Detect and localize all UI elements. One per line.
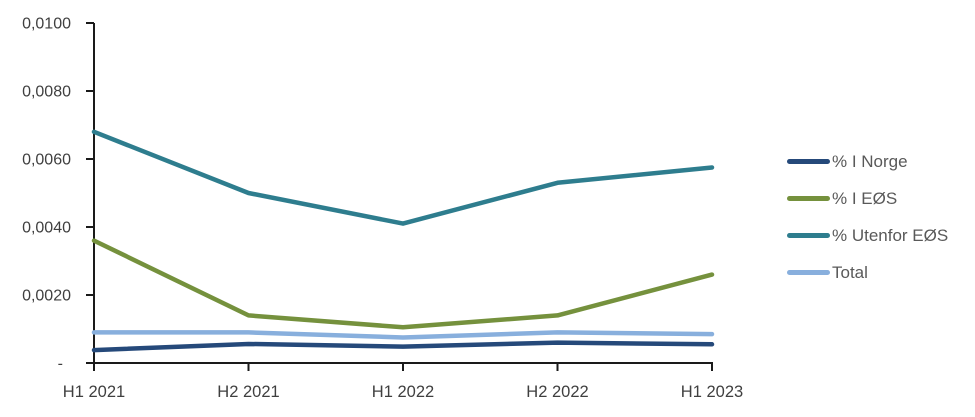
y-axis-label: 0,0080 xyxy=(22,84,71,101)
legend-swatch-pct-i-eos xyxy=(787,196,830,201)
y-axis-label: 0,0040 xyxy=(22,220,71,237)
series-line--i-e-s xyxy=(91,238,715,330)
series-line--utenfor-e-s xyxy=(91,129,715,226)
y-axis-label: 0,0100 xyxy=(22,16,71,33)
series-line--i-norge xyxy=(91,340,715,353)
legend-label: % I EØS xyxy=(832,189,898,208)
x-axis-label: H1 2022 xyxy=(372,383,434,401)
legend-swatch-pct-i-norge xyxy=(787,159,830,164)
legend-item-pct-i-norge: % I Norge xyxy=(787,151,948,172)
legend-label: Total xyxy=(832,263,868,282)
legend-item-pct-i-eos: % I EØS xyxy=(787,188,948,209)
x-axis-label: H2 2022 xyxy=(526,383,588,401)
x-axis-label: H1 2023 xyxy=(681,383,743,401)
y-axis-label: - xyxy=(58,356,63,373)
series-line-total xyxy=(91,330,715,340)
chart-legend: % I Norge % I EØS % Utenfor EØS Total xyxy=(787,151,948,283)
y-axis-label: 0,0060 xyxy=(22,152,71,169)
legend-item-total: Total xyxy=(787,262,948,283)
x-axis-label: H2 2021 xyxy=(217,383,279,401)
legend-label: % I Norge xyxy=(832,152,908,171)
legend-swatch-total xyxy=(787,270,830,275)
legend-item-pct-utenfor-eos: % Utenfor EØS xyxy=(787,225,948,246)
y-axis-label: 0,0020 xyxy=(22,288,71,305)
legend-swatch-pct-utenfor-eos xyxy=(787,233,830,238)
legend-label: % Utenfor EØS xyxy=(832,226,949,245)
x-axis-label: H1 2021 xyxy=(63,383,125,401)
